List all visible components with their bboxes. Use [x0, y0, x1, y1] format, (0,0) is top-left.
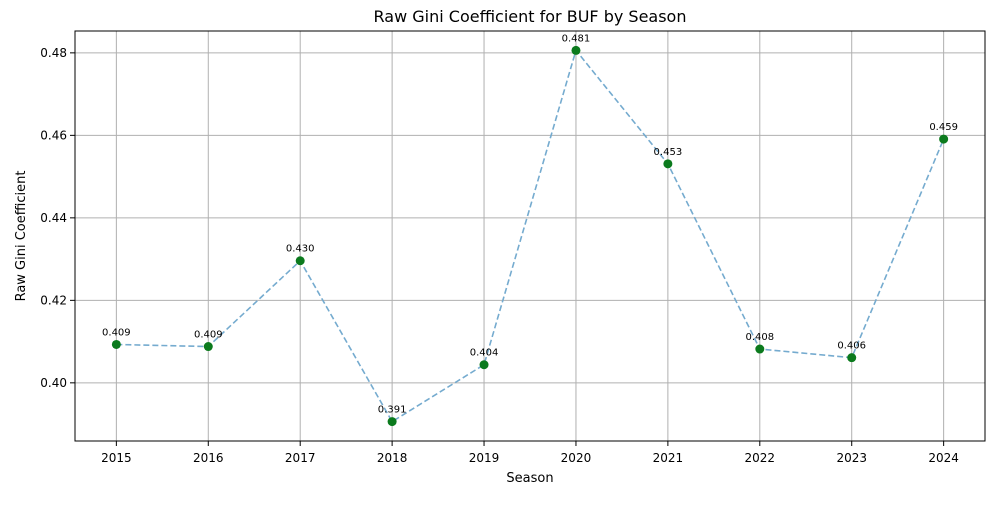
data-label: 0.408 — [745, 332, 774, 343]
data-point-marker — [479, 360, 489, 370]
y-tick-label: 0.44 — [40, 211, 67, 225]
data-label: 0.481 — [562, 33, 591, 44]
data-label: 0.430 — [286, 244, 315, 255]
x-tick-label: 2020 — [561, 451, 592, 465]
data-label: 0.459 — [929, 122, 958, 133]
data-point-marker — [295, 256, 305, 266]
x-tick-label: 2016 — [193, 451, 224, 465]
y-tick-label: 0.40 — [40, 376, 67, 390]
x-tick-label: 2021 — [653, 451, 684, 465]
x-tick-label: 2024 — [928, 451, 959, 465]
chart-title: Raw Gini Coefficient for BUF by Season — [374, 7, 687, 26]
x-tick-label: 2019 — [469, 451, 500, 465]
data-label: 0.409 — [194, 330, 223, 341]
data-point-marker — [111, 339, 121, 349]
y-axis-label: Raw Gini Coefficient — [14, 171, 29, 302]
x-tick-label: 2018 — [377, 451, 408, 465]
x-tick-label: 2017 — [285, 451, 316, 465]
data-label: 0.409 — [102, 327, 131, 338]
x-tick-label: 2023 — [836, 451, 867, 465]
series: 0.409 0.409 0.430 0.391 0.404 0.481 0.453 0.408… — [102, 33, 958, 427]
data-point-marker — [847, 353, 857, 363]
data-label: 0.453 — [654, 147, 683, 158]
data-point-marker — [203, 342, 213, 352]
grid — [75, 31, 985, 441]
x-tick-label: 2022 — [745, 451, 776, 465]
data-label: 0.404 — [470, 348, 499, 359]
y-tick-label: 0.48 — [40, 46, 67, 60]
axes: 2015 2016 2017 2018 2019 2020 2021 2022 2023 2024… — [40, 46, 959, 465]
x-axis-label: Season — [506, 471, 553, 486]
data-point-marker — [939, 134, 949, 144]
data-label: 0.391 — [378, 405, 407, 416]
plot-frame — [74, 30, 986, 442]
data-point-marker — [755, 344, 765, 354]
data-point-marker — [663, 159, 673, 169]
data-point-marker — [571, 45, 581, 55]
series-line — [116, 48, 945, 423]
data-point-marker — [387, 417, 397, 427]
y-tick-label: 0.46 — [40, 128, 67, 142]
y-tick-label: 0.42 — [40, 293, 67, 307]
x-tick-label: 2015 — [101, 451, 132, 465]
data-label: 0.406 — [837, 341, 866, 352]
